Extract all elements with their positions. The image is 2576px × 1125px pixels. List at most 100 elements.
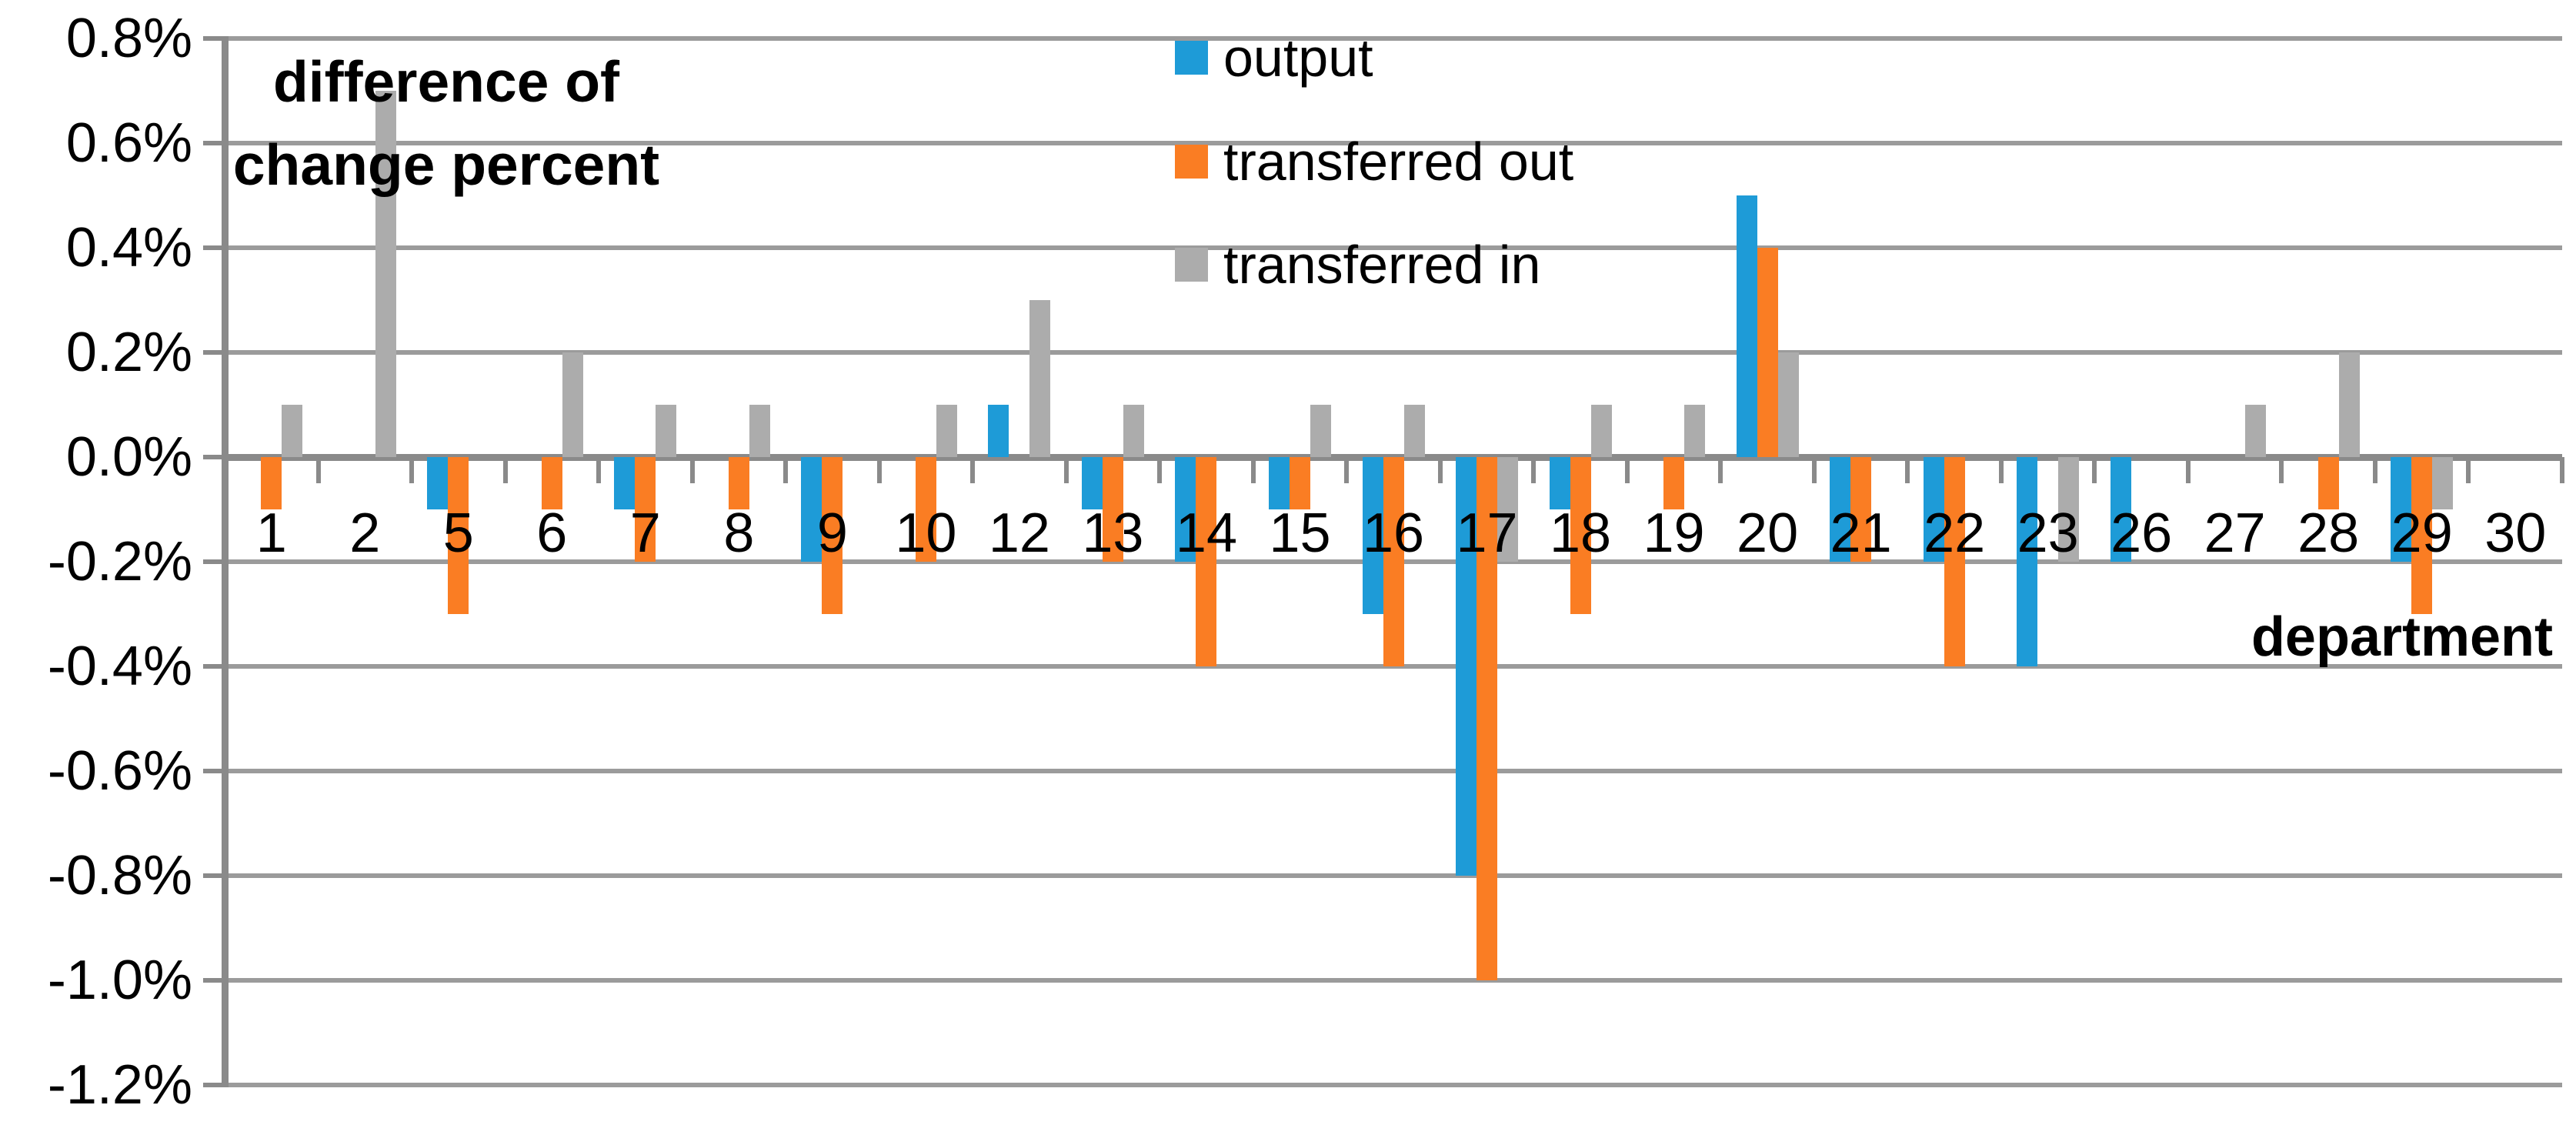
bar-transferred-in-dept-28 [2338, 352, 2360, 457]
bar-transferred-out-dept-16 [1383, 457, 1404, 666]
category-boundary-tick [409, 457, 415, 483]
bar-transferred-in-dept-15 [1310, 405, 1331, 457]
y-axis-tick [203, 664, 225, 669]
y-axis-tick [203, 36, 225, 41]
y-axis-tick [203, 141, 225, 145]
y-axis-tick [203, 978, 225, 983]
category-boundary-tick [2372, 457, 2377, 483]
chart-title-line-1: difference of [272, 49, 620, 114]
bar-transferred-out-dept-15 [1289, 457, 1310, 509]
bar-output-dept-26 [2110, 457, 2131, 562]
category-boundary-tick [2092, 457, 2097, 483]
bar-transferred-out-dept-14 [1196, 457, 1217, 666]
legend-label-transferred-in: transferred in [1223, 235, 1541, 295]
x-axis-label-dept-21: 21 [1830, 502, 1892, 564]
y-axis-label: 0.6% [65, 112, 192, 174]
x-axis-label-dept-15: 15 [1269, 502, 1331, 564]
bar-transferred-in-dept-29 [2432, 457, 2454, 509]
bar-transferred-out-dept-8 [728, 457, 749, 509]
bar-transferred-out-dept-29 [2411, 457, 2433, 614]
gridline [225, 350, 2562, 355]
x-axis-label-dept-23: 23 [2017, 502, 2079, 564]
x-axis-label-dept-19: 19 [1643, 502, 1705, 564]
gridline [225, 141, 2562, 145]
bar-output-dept-14 [1175, 457, 1196, 562]
bar-output-dept-16 [1362, 457, 1383, 614]
legend-swatch-output-icon [1175, 41, 1208, 75]
bar-output-dept-18 [1549, 457, 1570, 509]
x-axis-label-dept-28: 28 [2297, 502, 2360, 564]
x-axis-label-dept-27: 27 [2204, 502, 2266, 564]
y-axis-label: -0.6% [47, 740, 192, 802]
category-boundary-tick [2279, 457, 2284, 483]
x-axis-label-dept-1: 1 [255, 502, 287, 564]
category-boundary-tick [1905, 457, 1910, 483]
x-axis-title: department [2251, 606, 2553, 668]
category-boundary-tick [1624, 457, 1630, 483]
bar-transferred-in-dept-10 [936, 405, 957, 457]
bar-transferred-in-dept-19 [1684, 405, 1706, 457]
bar-transferred-in-dept-12 [1029, 300, 1051, 457]
gridline [225, 978, 2562, 983]
legend-item-transferred-in: transferred in [1175, 238, 1540, 292]
category-boundary-tick [2560, 457, 2564, 483]
x-axis-label-dept-18: 18 [1549, 502, 1612, 564]
gridline [225, 664, 2562, 669]
x-axis-label-dept-22: 22 [1924, 502, 1986, 564]
chart-title-line-2: change percent [232, 132, 660, 197]
bar-transferred-in-dept-8 [749, 405, 770, 457]
gridline [225, 36, 2562, 41]
bar-output-dept-20 [1736, 195, 1757, 457]
legend-label-transferred-out: transferred out [1223, 132, 1574, 192]
x-axis-label-dept-20: 20 [1737, 502, 1799, 564]
category-boundary-tick [1063, 457, 1069, 483]
category-boundary-tick [1998, 457, 2004, 483]
bar-transferred-out-dept-17 [1477, 457, 1498, 980]
bar-transferred-in-dept-27 [2245, 405, 2267, 457]
bar-output-dept-17 [1456, 457, 1477, 876]
x-axis-label-dept-2: 2 [349, 502, 381, 564]
x-axis-label-dept-6: 6 [536, 502, 568, 564]
y-axis-tick [203, 769, 225, 773]
category-boundary-tick [596, 457, 602, 483]
bar-output-dept-12 [988, 405, 1009, 457]
category-boundary-tick [689, 457, 695, 483]
bar-output-dept-21 [1830, 457, 1851, 562]
x-axis-label-dept-5: 5 [442, 502, 474, 564]
legend-item-transferred-out: transferred out [1175, 135, 1573, 189]
x-axis-label-dept-26: 26 [2111, 502, 2173, 564]
y-axis-tick [203, 455, 225, 459]
y-axis-label: 0.4% [65, 217, 192, 279]
bar-transferred-out-dept-13 [1102, 457, 1123, 562]
legend-swatch-transferred-in-icon [1175, 248, 1208, 282]
x-axis-label-dept-13: 13 [1082, 502, 1144, 564]
x-axis-label-dept-10: 10 [895, 502, 957, 564]
bar-transferred-out-dept-20 [1757, 248, 1778, 457]
category-boundary-tick [1250, 457, 1256, 483]
y-axis-tick [203, 1083, 225, 1087]
bar-output-dept-15 [1268, 457, 1290, 509]
y-axis-tick [203, 873, 225, 878]
category-boundary-tick [315, 457, 321, 483]
y-axis-label: -0.2% [47, 531, 192, 593]
bar-output-dept-29 [2391, 457, 2412, 562]
legend-swatch-transferred-out-icon [1175, 145, 1208, 179]
category-boundary-tick [1344, 457, 1350, 483]
bar-transferred-in-dept-6 [562, 352, 583, 457]
x-axis-label-dept-17: 17 [1456, 502, 1518, 564]
legend-item-output: output [1175, 31, 1373, 85]
category-boundary-tick [1157, 457, 1163, 483]
x-axis-label-dept-7: 7 [629, 502, 661, 564]
y-axis-label: -1.2% [47, 1054, 192, 1116]
bar-transferred-in-dept-17 [1497, 457, 1519, 562]
y-axis-label: -0.4% [47, 636, 192, 697]
y-axis-tick [203, 350, 225, 355]
bar-transferred-in-dept-23 [2058, 457, 2080, 562]
bar-transferred-out-dept-21 [1850, 457, 1872, 562]
x-axis-label-dept-12: 12 [988, 502, 1050, 564]
y-axis-label: 0.2% [65, 322, 192, 383]
legend-label-output: output [1223, 28, 1373, 88]
category-boundary-tick [970, 457, 976, 483]
gridline [225, 245, 2562, 250]
bar-transferred-in-dept-18 [1590, 405, 1612, 457]
